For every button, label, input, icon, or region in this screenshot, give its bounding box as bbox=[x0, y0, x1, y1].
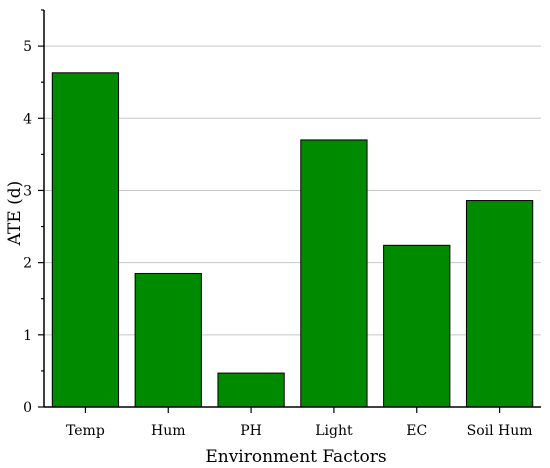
x-tick-label: Soil Hum bbox=[467, 423, 533, 439]
y-tick-label: 3 bbox=[23, 183, 32, 199]
y-tick-label: 1 bbox=[23, 328, 32, 344]
bar-soil-hum bbox=[465, 200, 534, 408]
x-tick-label: Light bbox=[315, 423, 353, 439]
y-axis-ticks: 0 1 2 3 4 5 bbox=[23, 9, 44, 416]
x-axis-title: Environment Factors bbox=[205, 447, 386, 467]
y-tick-label: 0 bbox=[23, 400, 32, 416]
bar-light bbox=[300, 139, 368, 408]
bar-ec bbox=[383, 244, 451, 408]
x-tick-label: PH bbox=[240, 423, 262, 439]
y-tick-label: 5 bbox=[23, 39, 32, 55]
axes bbox=[43, 10, 541, 408]
bar-series bbox=[51, 72, 534, 408]
x-tick-label: Temp bbox=[66, 423, 105, 439]
x-tick-label: Hum bbox=[151, 423, 186, 439]
x-tick-label: EC bbox=[406, 423, 427, 439]
y-axis-title: ATE (d) bbox=[5, 181, 25, 247]
bar-hum bbox=[134, 272, 202, 408]
x-axis-ticks: Temp Hum PH Light EC Soil Hum bbox=[66, 407, 533, 439]
bar-temp bbox=[51, 72, 120, 408]
y-tick-label: 4 bbox=[23, 111, 32, 127]
y-tick-label: 2 bbox=[23, 256, 32, 272]
bar-ph bbox=[217, 372, 285, 408]
grid-lines bbox=[44, 45, 541, 336]
